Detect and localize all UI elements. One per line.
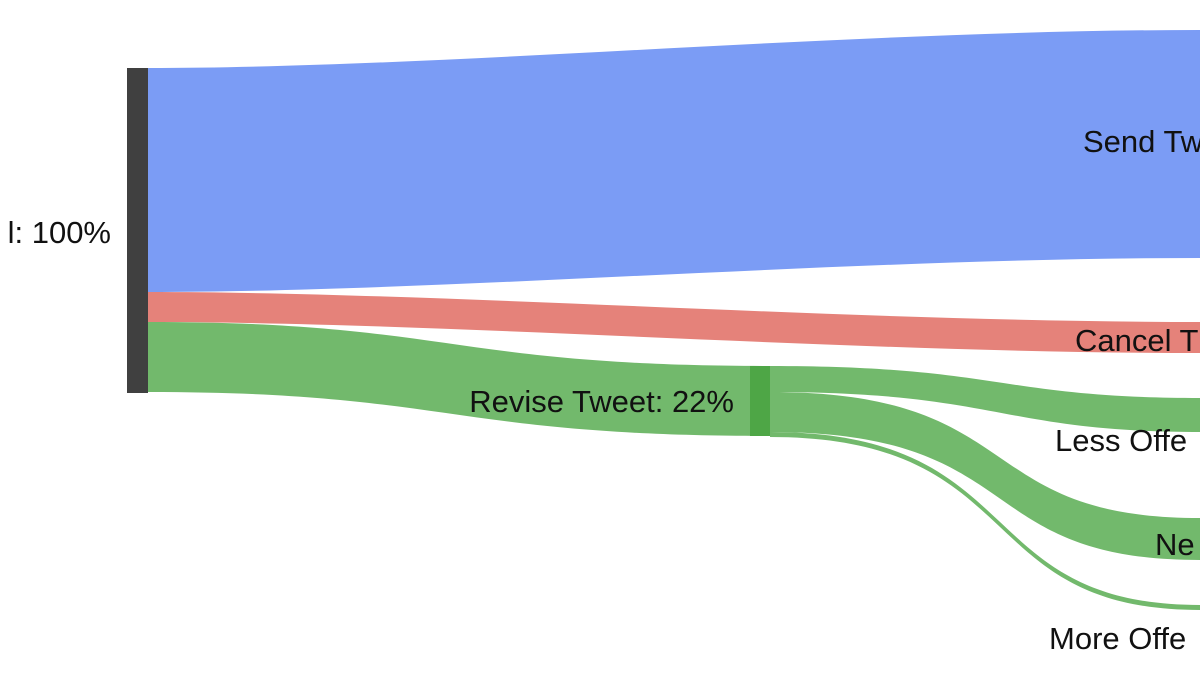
cancel-tweet-node-label: Cancel T: [1075, 323, 1199, 358]
node-source-bar: [127, 68, 148, 393]
labels-layer: l: 100% Send Tw Cancel T Revise Tweet: 2…: [8, 124, 1200, 656]
flow-source-to-send: [148, 30, 1200, 292]
neutral-node-label: Ne: [1155, 527, 1195, 562]
flow-revise-to-neutral: [770, 392, 1200, 560]
nodes-layer: [127, 68, 770, 436]
more-offensive-node-label: More Offe: [1049, 621, 1186, 656]
flows-layer: [148, 30, 1200, 610]
less-offensive-node-label: Less Offe: [1055, 423, 1187, 458]
node-revise-bar: [750, 366, 770, 436]
send-tweet-node-label: Send Tw: [1083, 124, 1200, 159]
flow-revise-to-less-offensive: [770, 366, 1200, 432]
flow-source-to-revise: [148, 322, 770, 436]
source-node-label: l: 100%: [8, 215, 111, 250]
flow-source-to-cancel: [148, 292, 1200, 353]
revise-tweet-node-label: Revise Tweet: 22%: [469, 384, 734, 419]
